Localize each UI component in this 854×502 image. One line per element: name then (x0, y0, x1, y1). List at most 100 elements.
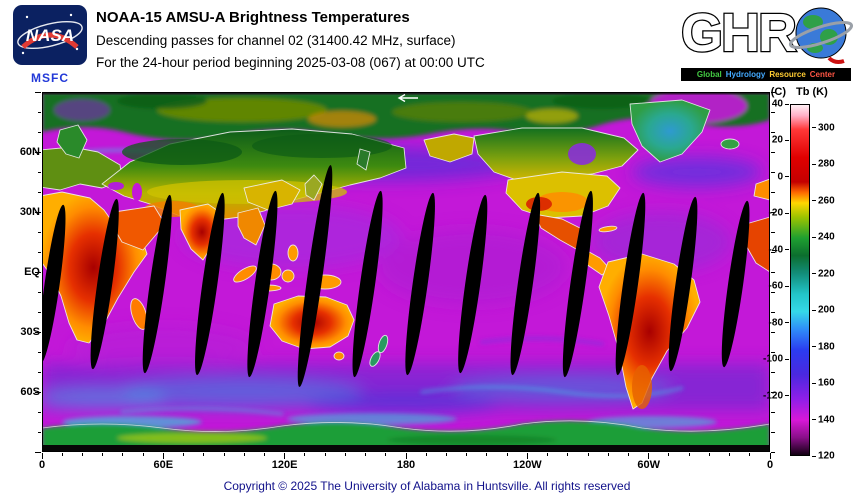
axis-tick (324, 453, 326, 456)
colorbar-celsius-tick: 40 (771, 98, 783, 110)
axis-tick (102, 453, 104, 456)
axis-tick (771, 371, 775, 373)
axis-tick (35, 331, 41, 333)
axis-tick (35, 91, 41, 93)
ghrc-wordmark: GHR (681, 3, 796, 63)
axis-tick (35, 271, 41, 273)
colorbar-kelvin-tick: 120 (818, 450, 835, 462)
axis-tick (547, 453, 549, 456)
colorbar-celsius-tick: -100 (762, 353, 783, 365)
colorbar-kelvin-tick: 140 (818, 414, 835, 426)
axis-tick (38, 431, 41, 433)
colorbar-tick (785, 285, 789, 287)
globe-icon (788, 7, 854, 64)
colorbar-kelvin-header: Tb (K) (796, 86, 828, 98)
axis-tick (61, 453, 63, 456)
lon-tick-label: 120E (271, 459, 298, 471)
axis-tick (38, 291, 41, 293)
axis-tick (567, 453, 569, 456)
swath-gap (42, 204, 66, 364)
map-plot (42, 92, 770, 452)
nasa-logo-text: NASA (26, 26, 74, 45)
lon-tick-label: 0 (766, 459, 774, 471)
axis-tick (38, 171, 41, 173)
ghrc-tagline-word: Center (809, 70, 836, 79)
axis-tick (607, 453, 609, 456)
axis-tick (35, 211, 41, 213)
copyright-text: Copyright © 2025 The University of Alaba… (223, 479, 631, 493)
axis-tick (466, 453, 468, 456)
red-swoosh-icon (827, 56, 845, 64)
axis-tick (648, 453, 650, 459)
swath-gap (247, 190, 278, 378)
swath-gap (458, 194, 488, 374)
colorbar-celsius-tick: 0 (777, 171, 783, 183)
colorbar-tick (785, 322, 789, 324)
axis-tick (486, 453, 488, 456)
axis-tick (38, 311, 41, 313)
page-title: NOAA-15 AMSU-A Brightness Temperatures (96, 9, 410, 26)
lat-tick-label: 60S (20, 386, 40, 398)
colorbar-kelvin-tick: 240 (818, 231, 835, 243)
colorbar-celsius-tick: -20 (768, 207, 783, 219)
axis-tick (627, 453, 629, 456)
swath-gap (405, 192, 435, 376)
colorbar-tick (812, 163, 816, 165)
axis-tick (771, 311, 775, 313)
ghrc-logo-block: GHR Global Hydrology Resource Center (680, 2, 854, 81)
colorbar-tick (812, 236, 816, 238)
axis-tick (405, 453, 407, 459)
swath-gap (668, 196, 698, 372)
colorbar-tick (785, 139, 789, 141)
colorbar-tick (812, 273, 816, 275)
ghrc-tagline-word: Global (696, 70, 722, 79)
ghrc-tagline: Global Hydrology Resource Center (681, 68, 851, 81)
axis-tick (506, 453, 508, 456)
arrow-annotation (397, 93, 418, 103)
colorbar-kelvin-tick: 200 (818, 304, 835, 316)
axis-tick (771, 331, 775, 333)
axis-tick (771, 171, 775, 173)
ghrc-tagline-word: Resource (769, 70, 806, 79)
colorbar-celsius-tick: -120 (762, 390, 783, 402)
colorbar-tick (785, 395, 789, 397)
axis-tick (38, 111, 41, 113)
axis-tick (771, 231, 775, 233)
colorbar-tick (812, 200, 816, 202)
axis-tick (771, 411, 775, 413)
axis-tick (81, 453, 83, 456)
swath-gap (510, 192, 541, 376)
lon-tick-label: 120W (512, 459, 542, 471)
colorbar-celsius-tick: -80 (768, 317, 783, 329)
colorbar-tick (812, 455, 816, 457)
axis-tick (729, 453, 731, 456)
axis-tick (38, 131, 41, 133)
colorbar-kelvin-tick: 280 (818, 158, 835, 170)
lon-tick-label: 60W (637, 459, 660, 471)
lon-tick-label: 0 (38, 459, 46, 471)
axis-tick (38, 351, 41, 353)
colorbar-tick (785, 249, 789, 251)
axis-tick (771, 251, 775, 253)
axis-tick (749, 453, 751, 456)
axis-tick (41, 453, 43, 459)
axis-tick (122, 453, 124, 456)
axis-tick (38, 191, 41, 193)
axis-tick (38, 251, 41, 253)
axis-tick (183, 453, 185, 456)
nasa-logo-block: NASA MSFC (12, 5, 88, 85)
axis-tick (771, 111, 775, 113)
axis-tick (38, 231, 41, 233)
colorbar-tick (812, 127, 816, 129)
colorbar-tick (785, 176, 789, 178)
axis-tick (304, 453, 306, 456)
map-frame (42, 92, 770, 452)
axis-tick (38, 411, 41, 413)
axis-tick (243, 453, 245, 456)
colorbar-tick (812, 382, 816, 384)
msfc-label: MSFC (31, 71, 69, 85)
swath-gap (142, 194, 172, 374)
lat-tick-label: 60N (19, 146, 40, 158)
brightness-temperature-map (42, 92, 770, 452)
